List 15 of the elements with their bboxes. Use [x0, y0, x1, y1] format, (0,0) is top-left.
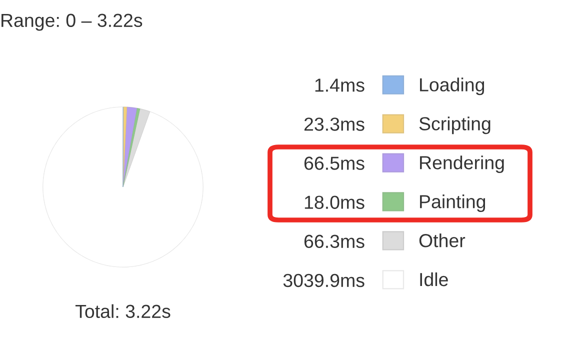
- data-label: 3039.9ms: [283, 274, 364, 288]
- legend-label: Idle: [420, 272, 448, 286]
- chart-title: Range: 0 – 3.22s: [2, 14, 142, 31]
- pie-slice: [122, 108, 140, 188]
- data-label: 18.0ms: [304, 196, 364, 209]
- legend-label: Loading: [420, 78, 484, 96]
- data-label: 23.3ms: [304, 118, 364, 131]
- legend-label: Rendering: [420, 156, 504, 174]
- legend-label: Other: [419, 233, 466, 248]
- data-label: 66.5ms: [304, 156, 364, 170]
- legend-label: Scripting: [419, 116, 490, 134]
- text: Total: 3.22s: [75, 304, 170, 318]
- legend-label: Painting: [420, 194, 486, 212]
- data-label: 66.3ms: [304, 234, 364, 248]
- data-label: 1.4ms: [315, 78, 364, 92]
